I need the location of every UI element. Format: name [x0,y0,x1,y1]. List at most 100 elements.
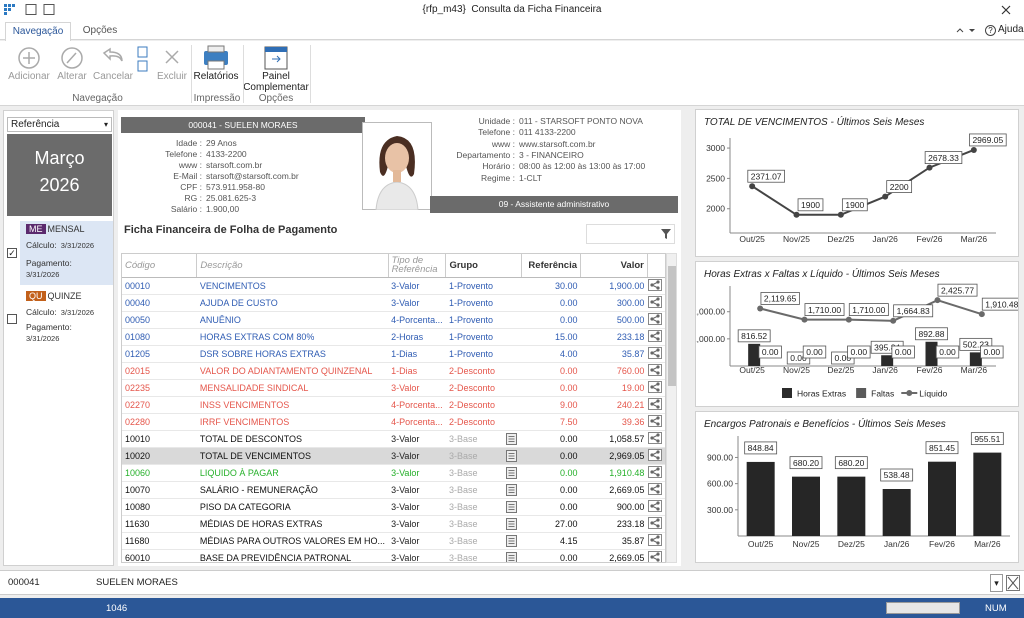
table-row[interactable]: 10070 SALÁRIO - REMUNERAÇÃO 3-Valor 3-Base 0… [122,481,665,499]
table-row[interactable]: 00010 VENCIMENTOS 3-Valor 1-Provento 30.00 1,… [122,277,665,295]
line [759,299,983,322]
button-label[interactable]: Painel Complementar [243,71,309,93]
table-row[interactable]: 01205 DSR SOBRE HORAS EXTRAS 1-Dias 1-Prove… [122,345,665,363]
table-row[interactable]: 10020 TOTAL DE VENCIMENTOS 3-Valor 3-Base 0.… [122,447,665,465]
help-link[interactable]: ? Ajuda [985,24,1024,36]
y-tick-label: 1,000.00 [696,334,725,344]
share-icon[interactable] [647,328,665,346]
share-icon[interactable] [647,549,665,562]
bar-label: 0.00 [847,345,871,359]
help-text[interactable]: Ajuda [998,24,1024,35]
bar [973,452,1002,536]
cell: 15.00 [521,328,581,346]
table-row[interactable]: 10060 LIQUIDO À PAGAR 3-Valor 3-Base 0.00 1,9… [122,464,665,482]
table-row[interactable]: 00040 AJUDA DE CUSTO 3-Valor 1-Provento 0.00… [122,294,665,312]
column-header[interactable]: Grupo [445,254,522,278]
table-row[interactable]: 02235 MENSALIDADE SINDICAL 3-Valor 2-Descon… [122,379,665,397]
field-value: 3 - FINANCEIRO [519,149,584,160]
share-icon[interactable] [647,498,665,516]
point [837,211,844,218]
share-icon[interactable] [647,396,665,414]
filter-box[interactable] [586,224,675,244]
share-icon[interactable] [647,379,665,397]
data-label: 955.51 [974,434,1000,444]
cell: 4-Porcenta... [388,311,446,329]
column-header[interactable]: Valor [580,254,648,278]
column-header[interactable]: Referência [521,254,582,278]
field-value: 25.081.625-3 [206,193,257,203]
share-icon[interactable] [647,311,665,329]
column-header[interactable]: Código [122,254,198,278]
separator [310,45,311,103]
button-label[interactable]: Cancelar [92,71,134,82]
button-label[interactable]: Excluir [156,71,187,82]
share-icon[interactable] [647,464,665,482]
period-box: Março 2026 [7,134,112,216]
button-label[interactable]: Alterar [57,71,87,82]
reference-select[interactable]: Referência ▾ [7,117,112,132]
financial-table: Código Descrição Tipo de Referência Grupo Re… [122,254,665,563]
chart: Encargos Patronais e Benefícios - Último… [704,417,1010,549]
table-row[interactable]: 02015 VALOR DO ADIANTAMENTO QUINZENAL 1-Di… [122,362,665,380]
share-icon[interactable] [647,294,665,312]
table-row[interactable]: 11630 MÉDIAS DE HORAS EXTRAS 3-Valor 3-Base… [122,515,665,533]
share-icon[interactable] [647,277,665,295]
cell-text: 500.00 [616,314,645,325]
field-value: 4133-2200 [206,149,247,159]
checkbox[interactable] [7,314,17,324]
button-label[interactable]: Adicionar [8,71,50,82]
cell: IRRF VENCIMENTOS [196,413,389,431]
field-label: Unidade : [478,116,515,126]
bar-label: 816.52 [737,329,771,343]
tab[interactable]: Opções [82,25,118,36]
close-button[interactable] [1000,4,1012,16]
share-icon[interactable] [647,413,665,431]
share-icon[interactable] [647,515,665,533]
share-icon[interactable] [647,345,665,363]
cell-text: 3-Base [448,552,478,563]
field-label: RG : [184,193,202,203]
cell-text: 233.18 [616,331,645,342]
checkbox[interactable]: ✓ [7,248,17,258]
footer-clear[interactable] [1006,575,1020,591]
table-row[interactable]: 10080 PISO DA CATEGORIA 3-Valor 3-Base 0.00 9… [122,498,665,516]
cell-text: 3-Base [448,501,478,512]
label-box [980,345,1004,359]
payroll-item[interactable]: ME MENSAL Cálculo: 3/31/2026 Pagamento: 3/31/… [20,221,113,285]
cell: 7.50 [521,413,581,431]
button-label[interactable]: Relatórios [193,71,239,82]
ribbon-controls[interactable] [955,24,983,36]
footer-dropdown[interactable]: ▾ [990,574,1003,592]
table-row[interactable]: 10010 TOTAL DE DESCONTOS 3-Valor 3-Base 0.00… [122,430,665,448]
cell: 0.00 [521,294,581,312]
cell: 01080 [122,328,197,346]
share-icon[interactable] [647,447,665,465]
ribbon-icons [18,45,288,72]
payroll-name: QUINZE [47,291,82,301]
table-row[interactable]: 60010 BASE DA PREVIDÊNCIA PATRONAL 3-Valor… [122,549,665,563]
bar [882,489,911,536]
tab[interactable]: Navegação [5,22,71,41]
share-icon[interactable] [647,481,665,499]
table-row[interactable]: 02280 IRRF VENCIMENTOS 4-Porcenta... 2-Desc… [122,413,665,431]
share-icon[interactable] [647,430,665,448]
share-icon[interactable] [647,362,665,380]
point-label: 1900 [797,198,824,212]
data-label: 502.23 [963,340,989,350]
table-row[interactable]: 01080 HORAS EXTRAS COM 80% 2-Horas 1-Proven… [122,328,665,346]
field-label: Telefone : [478,127,515,138]
share-icon[interactable] [647,532,665,550]
cell: 19.00 [580,379,648,397]
field-label: Idade : [176,138,202,148]
select-text[interactable]: Referência [11,119,60,130]
payroll-item[interactable]: QU QUINZE Cálculo: 3/31/2026 Pagamento: 3/31/… [20,288,113,346]
scrollbar[interactable] [666,253,677,563]
column-header[interactable]: Tipo de Referência [388,254,447,278]
table-row[interactable]: 02270 INSS VENCIMENTOS 4-Porcenta... 2-Desc… [122,396,665,414]
legend-label: Líquido [919,389,947,399]
table-row[interactable]: 00050 ANUÊNIO 4-Porcenta... 1-Provento 0.00 5… [122,311,665,329]
bar-label: 0.00 [758,345,782,359]
cell-text: TOTAL DE VENCIMENTOS [199,450,312,461]
column-header[interactable]: Descrição [196,254,389,278]
table-row[interactable]: 11680 MÉDIAS PARA OUTROS VALORES EM HO...… [122,532,665,550]
